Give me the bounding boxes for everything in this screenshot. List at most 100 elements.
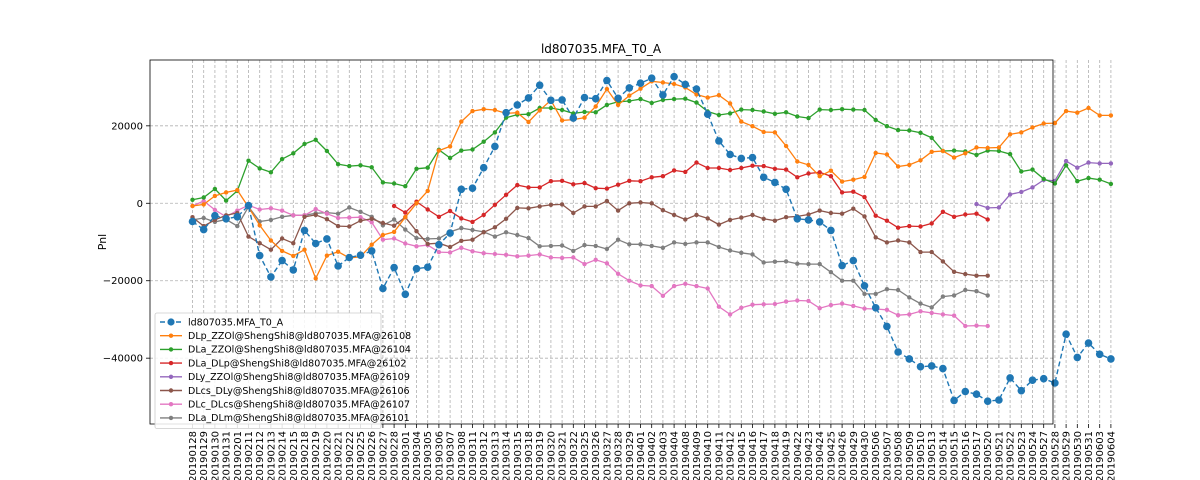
data-point — [683, 217, 688, 222]
data-point — [907, 312, 912, 317]
data-point — [649, 100, 654, 106]
legend: ld807035.MFA_T0_A DLp_ZZOl@ShengShi8@ld80… — [154, 312, 411, 429]
data-point — [459, 245, 464, 250]
data-point — [1039, 374, 1048, 383]
data-point — [727, 248, 733, 253]
data-point — [783, 215, 789, 220]
data-point — [683, 281, 688, 286]
data-point — [817, 261, 822, 267]
x-tick-label: 20190410 — [703, 431, 714, 480]
data-point — [873, 213, 878, 218]
data-point — [380, 180, 386, 185]
data-point — [188, 217, 197, 226]
data-point — [547, 96, 555, 105]
data-point — [459, 225, 464, 231]
data-point — [1097, 177, 1102, 182]
data-point — [268, 238, 274, 243]
data-point — [828, 302, 834, 308]
data-point — [817, 174, 822, 179]
data-point — [828, 107, 834, 113]
data-point — [468, 184, 477, 192]
series-layer — [188, 72, 1115, 406]
data-point — [571, 182, 576, 187]
x-tick-label: 20190408 — [681, 431, 692, 480]
x-tick-label: 20190129 — [199, 431, 210, 480]
data-point — [199, 225, 208, 234]
data-point — [615, 271, 621, 276]
data-point — [403, 227, 408, 232]
x-tick-label: 20190318 — [524, 431, 535, 480]
data-point — [806, 171, 811, 176]
data-point — [279, 248, 285, 254]
x-tick-label: 20190307 — [446, 431, 457, 480]
data-point — [335, 249, 341, 254]
data-point — [548, 105, 554, 111]
data-point — [884, 287, 890, 292]
data-point — [604, 246, 610, 252]
data-point — [817, 170, 822, 175]
data-point — [851, 107, 856, 112]
data-point — [481, 230, 486, 235]
data-point — [806, 261, 811, 267]
data-point — [1041, 121, 1046, 126]
data-point — [403, 215, 408, 220]
data-point — [313, 212, 318, 218]
x-tick-label: 20190228 — [390, 431, 401, 480]
data-point — [782, 185, 790, 194]
data-point — [660, 80, 666, 85]
data-point — [895, 127, 901, 133]
x-tick-label: 20190214 — [278, 431, 289, 480]
data-point — [907, 162, 912, 168]
data-point — [1097, 113, 1102, 118]
data-point — [1095, 350, 1104, 359]
data-point — [369, 165, 374, 170]
x-tick-label: 20190201 — [233, 431, 244, 480]
data-point — [414, 201, 419, 206]
data-point — [806, 212, 811, 217]
data-point — [212, 193, 218, 199]
x-tick-label: 20190416 — [748, 431, 759, 480]
data-point — [750, 302, 755, 307]
data-point — [526, 235, 531, 241]
data-point — [211, 211, 219, 220]
data-point — [268, 247, 274, 252]
y-tick-label: 0 — [137, 199, 143, 210]
data-point — [582, 204, 587, 209]
data-point — [481, 251, 486, 256]
data-point — [436, 148, 442, 153]
data-point — [615, 237, 621, 242]
data-point — [951, 148, 957, 153]
data-point — [201, 215, 206, 221]
data-point — [425, 236, 430, 242]
x-tick-label: 20190212 — [255, 431, 266, 480]
data-point — [492, 202, 498, 207]
data-point — [423, 263, 432, 272]
data-point — [559, 118, 565, 123]
data-point — [739, 250, 744, 255]
x-tick-label: 20190523 — [1017, 431, 1028, 480]
data-point — [996, 148, 1002, 154]
data-point — [671, 240, 677, 245]
x-tick-label: 20190128 — [188, 431, 199, 480]
data-point — [1075, 165, 1080, 170]
data-point — [447, 250, 453, 255]
data-point — [492, 234, 498, 239]
data-point — [279, 214, 285, 219]
data-point — [257, 207, 262, 212]
data-point — [300, 226, 309, 235]
data-point — [851, 177, 856, 182]
data-point — [571, 210, 576, 216]
data-point — [862, 174, 867, 180]
data-point — [257, 241, 262, 246]
x-tick-label: 20190510 — [916, 431, 927, 480]
data-point — [647, 74, 656, 82]
data-point — [470, 237, 475, 242]
data-point — [470, 219, 475, 225]
data-point — [334, 262, 342, 270]
legend-marker — [168, 333, 174, 338]
data-point — [1086, 160, 1091, 165]
data-point — [806, 298, 811, 304]
data-point — [795, 298, 800, 303]
data-point — [839, 211, 845, 216]
data-point — [851, 278, 856, 283]
